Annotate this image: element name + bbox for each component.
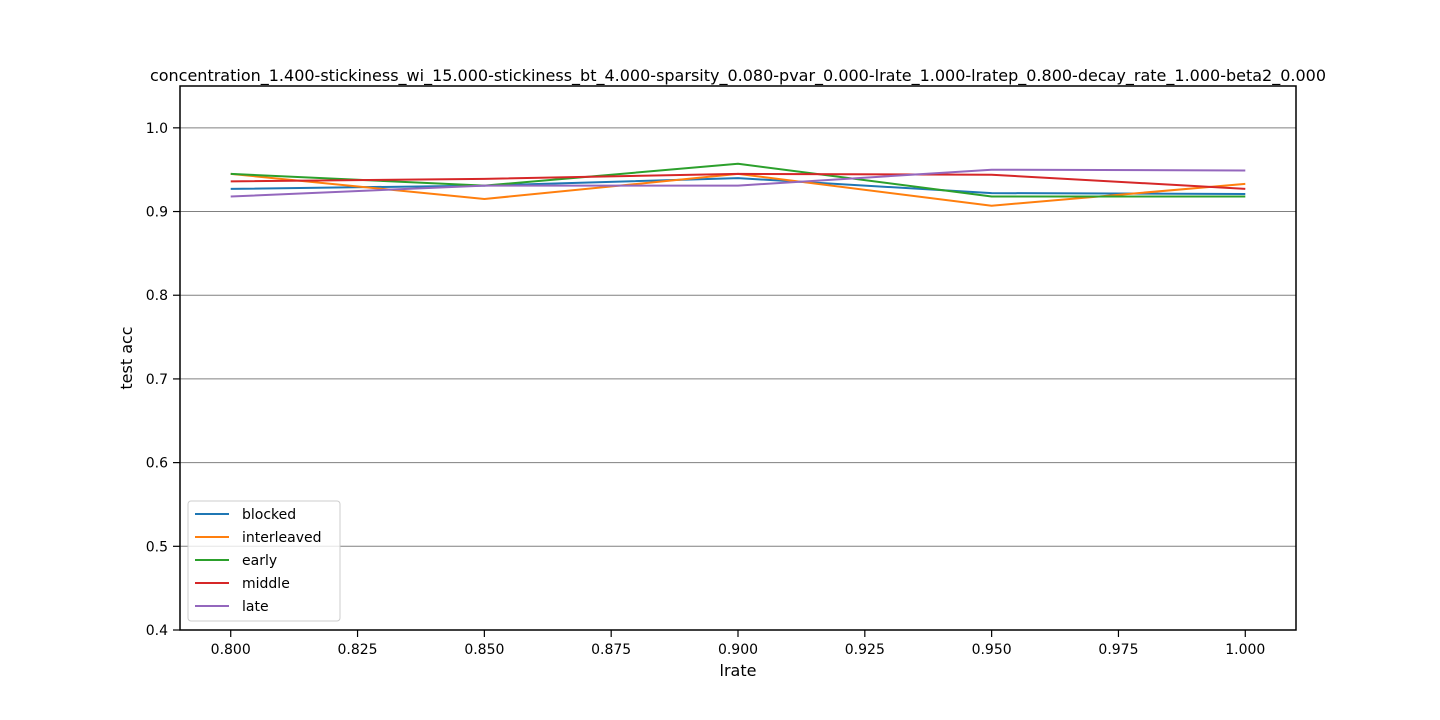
grid-lines [180, 127, 1296, 631]
y-tick-label: 0.9 [146, 205, 168, 221]
series-lines [230, 162, 1246, 207]
y-tick-label: 0.5 [146, 539, 168, 555]
y-axis-label: test acc [117, 326, 136, 389]
x-tick-label: 0.950 [972, 642, 1012, 658]
legend-label-blocked: blocked [242, 507, 296, 523]
y-axis-ticks: 0.4 0.5 0.6 0.7 0.8 0.9 1.0 [146, 121, 180, 639]
legend-label-middle: middle [242, 576, 290, 592]
legend-label-early: early [242, 553, 277, 569]
x-tick-label: 0.825 [337, 642, 377, 658]
series-line-middle [230, 172, 1246, 190]
x-tick-label: 0.800 [211, 642, 251, 658]
x-axis-ticks: 0.800 0.825 0.850 0.875 0.900 0.925 0.950 0.975… [211, 630, 1265, 658]
legend: blocked interleaved early middle late [187, 500, 341, 622]
plot-area-frame [179, 85, 1297, 631]
x-tick-label: 0.900 [718, 642, 758, 658]
series-line-early [230, 162, 1246, 198]
x-axis-label: lrate [720, 661, 757, 680]
chart-title: concentration_1.400-stickiness_wi_15.000… [150, 66, 1326, 86]
x-tick-label: 0.850 [464, 642, 504, 658]
x-tick-label: 0.875 [591, 642, 631, 658]
y-tick-label: 0.8 [146, 288, 168, 304]
x-tick-label: 1.000 [1225, 642, 1265, 658]
y-tick-label: 0.7 [146, 372, 168, 388]
x-tick-label: 0.975 [1098, 642, 1138, 658]
legend-box [187, 500, 341, 622]
legend-label-interleaved: interleaved [242, 530, 322, 546]
series-line-late [230, 168, 1246, 198]
y-tick-label: 0.4 [146, 623, 168, 639]
legend-label-late: late [242, 599, 269, 615]
x-tick-label: 0.925 [845, 642, 885, 658]
series-line-blocked [230, 177, 1246, 195]
y-tick-label: 1.0 [146, 121, 168, 137]
y-tick-label: 0.6 [146, 456, 168, 472]
